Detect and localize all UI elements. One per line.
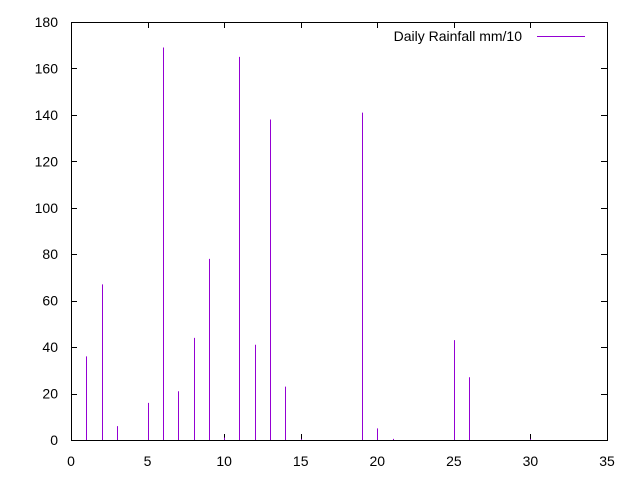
legend-label: Daily Rainfall mm/10 [394, 28, 523, 44]
y-tick-label: 60 [42, 293, 58, 309]
x-tick-label: 0 [67, 453, 75, 469]
tick-marks [71, 22, 608, 441]
y-tick-label: 20 [42, 386, 58, 402]
x-tick-label: 10 [216, 453, 232, 469]
x-tick-label: 35 [599, 453, 615, 469]
x-tick-label: 15 [293, 453, 309, 469]
bars-layer [86, 47, 531, 440]
legend: Daily Rainfall mm/10 [394, 28, 585, 44]
y-tick-label: 80 [42, 246, 58, 262]
x-tick-label: 25 [446, 453, 462, 469]
y-tick-label: 180 [35, 14, 59, 30]
x-tick-label: 5 [144, 453, 152, 469]
y-tick-labels: 0 20 40 60 80 100 120 140 160 180 [35, 14, 59, 448]
y-tick-label: 160 [35, 60, 59, 76]
y-tick-label: 120 [35, 153, 59, 169]
plot-frame [71, 22, 608, 441]
y-tick-label: 100 [35, 200, 59, 216]
y-tick-label: 40 [42, 339, 58, 355]
y-tick-label: 0 [50, 432, 58, 448]
x-tick-label: 20 [369, 453, 385, 469]
y-tick-label: 140 [35, 107, 59, 123]
x-tick-labels: 0 5 10 15 20 25 30 35 [67, 453, 615, 469]
x-tick-label: 30 [523, 453, 539, 469]
